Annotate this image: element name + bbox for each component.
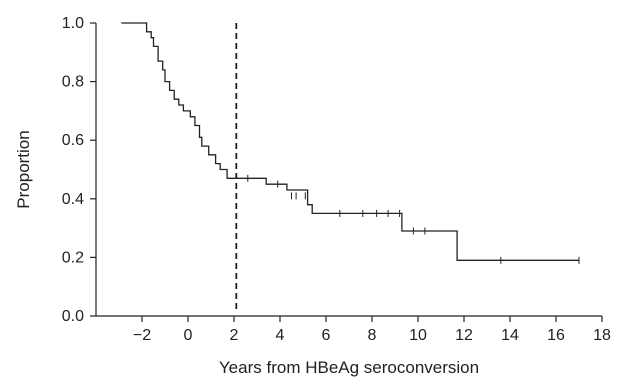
y-tick-label: 1.0 <box>62 15 84 32</box>
x-tick-label: −2 <box>133 327 151 344</box>
x-tick-label: 18 <box>593 327 611 344</box>
y-tick-label: 0.8 <box>62 74 84 91</box>
ticks <box>90 22 603 322</box>
x-tick-label: 16 <box>547 327 565 344</box>
y-tick-label: 0.4 <box>62 191 84 208</box>
x-tick-label: 10 <box>409 327 427 344</box>
x-tick-label: 0 <box>184 327 193 344</box>
x-tick-label: 4 <box>276 327 285 344</box>
y-tick-label: 0.2 <box>62 249 84 266</box>
y-axis-title: Proportion <box>14 130 33 208</box>
x-tick-label: 14 <box>501 327 519 344</box>
tick-labels: 0.0 0.2 0.4 0.6 0.8 1.0 −2 0 2 4 6 8 10 12 14 16 18 <box>62 15 611 344</box>
x-tick-label: 12 <box>455 327 473 344</box>
x-tick-label: 2 <box>230 327 239 344</box>
x-axis-title: Years from HBeAg seroconversion <box>219 358 479 377</box>
censor-marks <box>247 174 580 264</box>
x-tick-label: 6 <box>322 327 331 344</box>
y-tick-label: 0.0 <box>62 308 84 325</box>
survival-step-line <box>121 22 579 261</box>
x-tick-label: 8 <box>368 327 377 344</box>
y-tick-label: 0.6 <box>62 132 84 149</box>
